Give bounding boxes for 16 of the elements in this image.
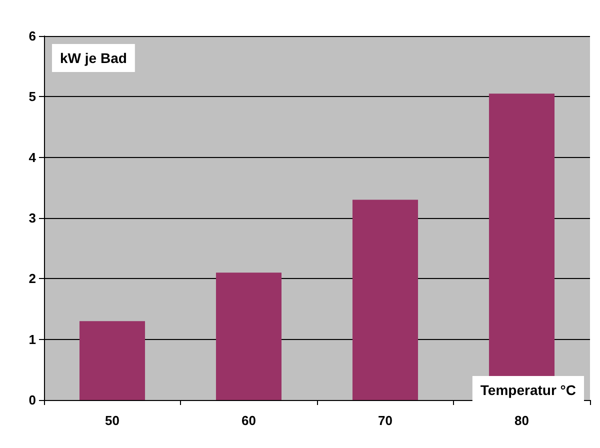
y-tick-label: 4 bbox=[28, 150, 37, 165]
y-tick-label: 1 bbox=[28, 332, 36, 347]
y-tick-label: 5 bbox=[28, 89, 36, 104]
x-tick-label: 50 bbox=[105, 413, 120, 428]
bar bbox=[79, 321, 146, 400]
bar bbox=[216, 272, 282, 400]
y-tick-label: 0 bbox=[28, 392, 36, 408]
x-axis-title: Temperatur °C bbox=[480, 382, 576, 398]
y-tick-label: 3 bbox=[28, 210, 36, 226]
y-axis-title: kW je Bad bbox=[60, 50, 127, 66]
bar bbox=[352, 200, 418, 400]
x-tick-label: 70 bbox=[378, 413, 392, 428]
x-tick-label: 60 bbox=[242, 413, 256, 428]
y-tick-label: 6 bbox=[28, 28, 36, 44]
y-tick-label: 2 bbox=[28, 271, 36, 286]
x-tick-label: 80 bbox=[514, 413, 529, 428]
